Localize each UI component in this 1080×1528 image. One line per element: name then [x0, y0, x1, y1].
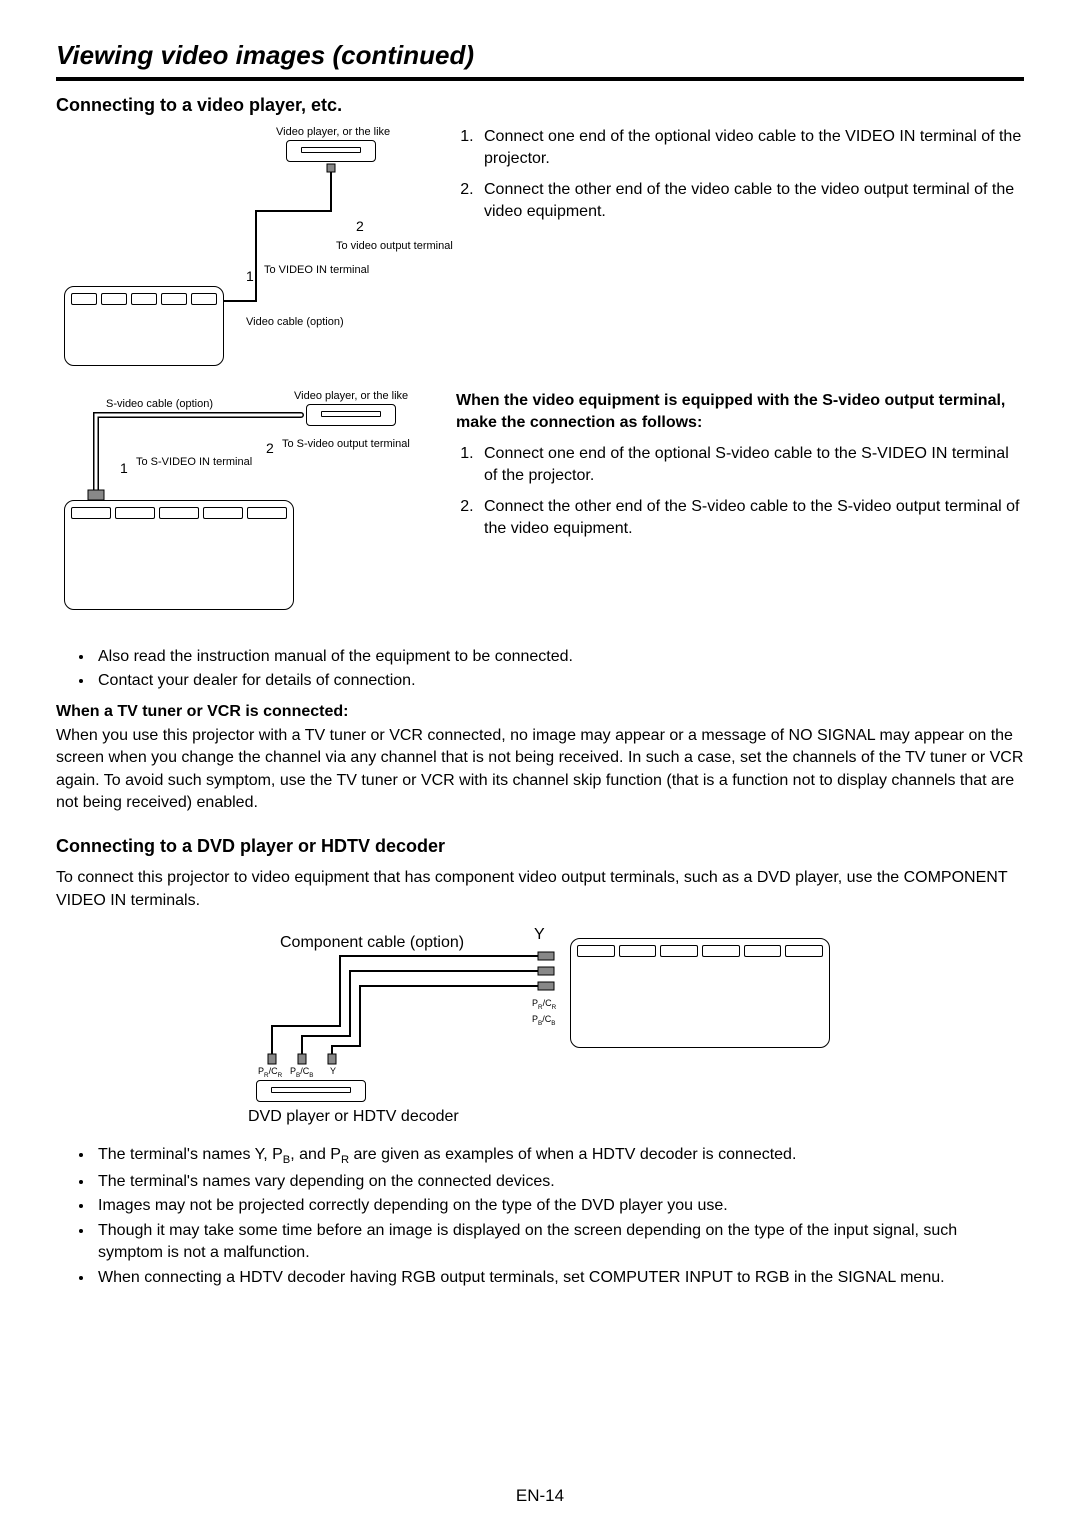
dvd-player-icon — [256, 1080, 366, 1102]
comp-bot-prcr: PR/CR — [258, 1066, 282, 1079]
step: Connect one end of the optional S-video … — [478, 443, 1024, 488]
projector-icon-2 — [64, 500, 294, 610]
diagram-component: Component cable (option) Y PR/CR PB/CB P… — [190, 926, 890, 1126]
diag1-num2: 2 — [356, 218, 364, 235]
page-title: Viewing video images (continued) — [56, 40, 1024, 81]
bullet: Contact your dealer for details of conne… — [94, 670, 1024, 692]
comp-prcr: PR/CR — [532, 998, 556, 1011]
svideo-intro: When the video equipment is equipped wit… — [456, 390, 1024, 435]
comp-bot-y: Y — [330, 1066, 336, 1076]
page-number: EN-14 — [516, 1486, 564, 1506]
bullet: The terminal's names Y, PB, and PR are g… — [94, 1144, 1024, 1169]
step: Connect the other end of the video cable… — [478, 179, 1024, 224]
diag2-num1-label: To S-VIDEO IN terminal — [136, 456, 252, 469]
diag2-num2: 2 — [266, 440, 274, 457]
tv-tuner-body: When you use this projector with a TV tu… — [56, 725, 1024, 815]
section2-intro: To connect this projector to video equip… — [56, 867, 1024, 912]
diag1-num2-label: To video output terminal — [336, 240, 453, 253]
projector-icon-3 — [570, 938, 830, 1048]
diag2-num2-label: To S-video output terminal — [282, 438, 410, 451]
row-diagram1: Video player, or the like 2 To video out… — [56, 126, 1024, 376]
comp-device-label: DVD player or HDTV decoder — [248, 1108, 459, 1126]
step: Connect one end of the optional video ca… — [478, 126, 1024, 171]
section1-heading: Connecting to a video player, etc. — [56, 95, 1024, 116]
diag2-num1: 1 — [120, 460, 128, 477]
bullet: The terminal's names vary depending on t… — [94, 1171, 1024, 1193]
bullet: Images may not be projected correctly de… — [94, 1195, 1024, 1217]
comp-bot-pbcb: PB/CB — [290, 1066, 313, 1079]
diag1-num1-label: To VIDEO IN terminal — [264, 264, 369, 277]
step: Connect the other end of the S-video cab… — [478, 496, 1024, 541]
steps-video: Connect one end of the optional video ca… — [456, 126, 1024, 224]
comp-pbcb: PB/CB — [532, 1014, 555, 1027]
bullet: Though it may take some time before an i… — [94, 1220, 1024, 1265]
projector-icon-1 — [64, 286, 224, 366]
diag1-cable-label: Video cable (option) — [246, 316, 344, 329]
row-diagram2: S-video cable (option) Video player, or … — [56, 390, 1024, 620]
diagram-svideo-cable: S-video cable (option) Video player, or … — [56, 390, 426, 620]
comp-y: Y — [534, 926, 545, 944]
section2-bullets: The terminal's names Y, PB, and PR are g… — [56, 1144, 1024, 1289]
bullet: Also read the instruction manual of the … — [94, 646, 1024, 668]
steps-svideo: Connect one end of the optional S-video … — [456, 443, 1024, 541]
diagram-video-cable: Video player, or the like 2 To video out… — [56, 126, 426, 376]
tv-tuner-heading: When a TV tuner or VCR is connected: — [56, 703, 1024, 721]
mid-bullets: Also read the instruction manual of the … — [56, 646, 1024, 693]
section2-heading: Connecting to a DVD player or HDTV decod… — [56, 836, 1024, 857]
diag1-num1: 1 — [246, 268, 254, 285]
bullet: When connecting a HDTV decoder having RG… — [94, 1267, 1024, 1289]
